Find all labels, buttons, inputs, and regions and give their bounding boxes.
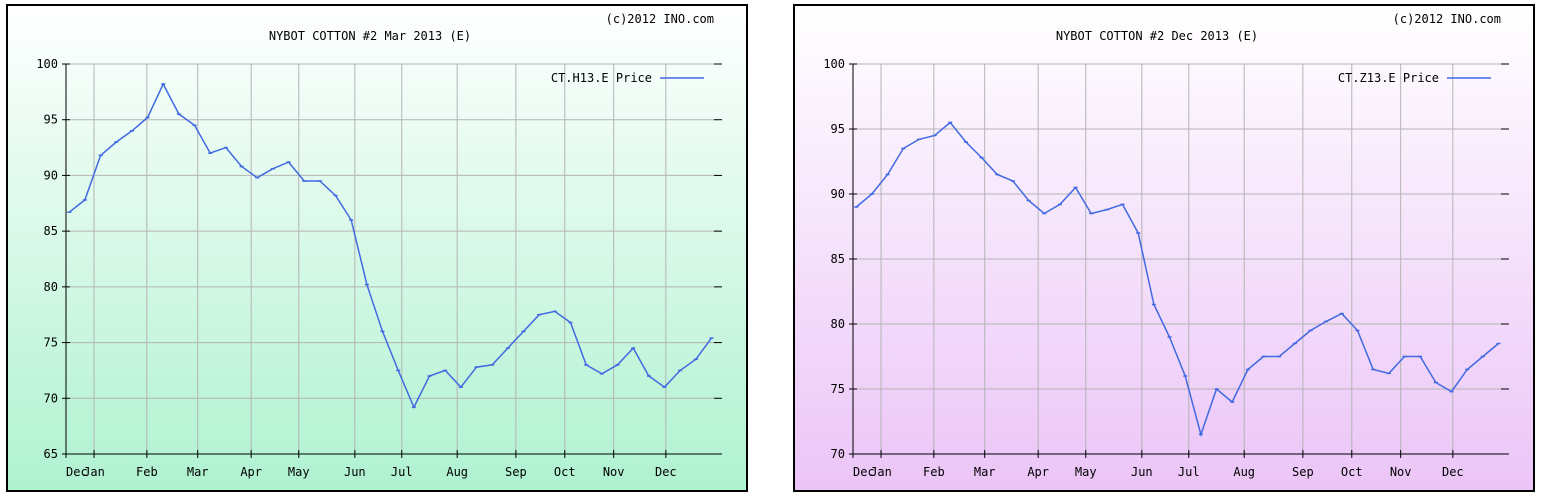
x-tick-label: May [1075, 465, 1097, 479]
price-series-line [855, 121, 1499, 438]
x-tick-label: Jul [391, 465, 413, 479]
x-tick-label: Dec [655, 465, 677, 479]
y-tick-label: 70 [831, 447, 845, 461]
chart-background [8, 6, 746, 490]
y-tick-label: 85 [831, 252, 845, 266]
y-tick-label: 80 [44, 280, 58, 294]
y-tick-label: 95 [44, 113, 58, 127]
legend-label: CT.Z13.E Price [1338, 71, 1439, 85]
y-tick-label: 75 [44, 336, 58, 350]
x-tick-label: Nov [1390, 465, 1412, 479]
x-tick-label: Jun [1131, 465, 1153, 479]
y-tick-label: 75 [831, 382, 845, 396]
y-tick-label: 100 [36, 57, 58, 71]
x-tick-label: Jan [83, 465, 105, 479]
copyright-text: (c)2012 INO.com [1393, 12, 1501, 26]
x-tick-label: Nov [603, 465, 625, 479]
x-tick-label: Dec [853, 465, 875, 479]
x-tick-label: Oct [554, 465, 576, 479]
x-tick-label: Dec [66, 465, 88, 479]
y-tick-label: 80 [831, 317, 845, 331]
x-tick-label: Jan [870, 465, 892, 479]
x-tick-label: Feb [136, 465, 158, 479]
x-tick-label: Jul [1178, 465, 1200, 479]
x-tick-label: Mar [187, 465, 209, 479]
x-tick-label: Apr [240, 465, 262, 479]
x-tick-label: May [288, 465, 310, 479]
chart-title: NYBOT COTTON #2 Mar 2013 (E) [269, 29, 471, 43]
legend-label: CT.H13.E Price [551, 71, 652, 85]
chart-background [795, 6, 1533, 490]
x-tick-label: Jun [344, 465, 366, 479]
chart-title: NYBOT COTTON #2 Dec 2013 (E) [1056, 29, 1258, 43]
x-tick-label: Aug [446, 465, 468, 479]
y-tick-label: 90 [831, 187, 845, 201]
chart-panel-dec-2013: 70 75 80 85 90 95 100 Dec Jan Feb Mar Apr May Jun Jul A… [793, 4, 1535, 492]
y-tick-label: 85 [44, 224, 58, 238]
y-tick-label: 70 [44, 391, 58, 405]
x-tick-label: Dec [1442, 465, 1464, 479]
price-series-line [68, 82, 713, 409]
x-tick-label: Feb [923, 465, 945, 479]
x-tick-label: Sep [505, 465, 527, 479]
y-tick-label: 95 [831, 122, 845, 136]
x-tick-label: Aug [1233, 465, 1255, 479]
x-tick-label: Oct [1341, 465, 1363, 479]
x-tick-label: Apr [1027, 465, 1049, 479]
chart-panel-mar-2013: 65 70 75 80 85 90 95 100 Dec Jan Feb Mar Apr May Jun Ju… [6, 4, 748, 492]
y-tick-label: 90 [44, 168, 58, 182]
y-tick-label: 65 [44, 447, 58, 461]
x-tick-label: Sep [1292, 465, 1314, 479]
copyright-text: (c)2012 INO.com [606, 12, 714, 26]
x-tick-label: Mar [974, 465, 996, 479]
y-tick-label: 100 [823, 57, 845, 71]
